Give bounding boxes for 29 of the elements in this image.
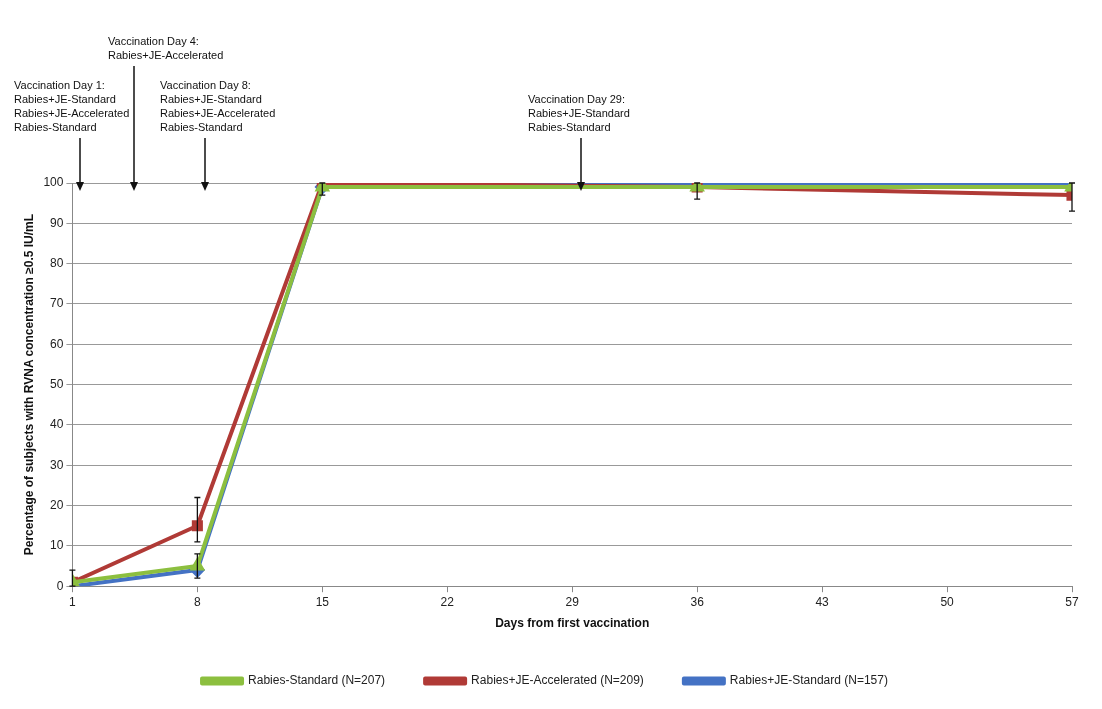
x-axis-title: Days from first vaccination — [495, 616, 650, 631]
x-tick-label: 22 — [440, 594, 455, 609]
legend-label: Rabies+JE-Accelerated (N=209) — [471, 673, 644, 688]
x-tick-label: 8 — [194, 594, 202, 609]
y-tick-label: 10 — [50, 538, 64, 553]
x-tick-label: 29 — [565, 594, 580, 609]
y-tick-label: 30 — [50, 457, 64, 472]
text: Vaccination Day 29: Rabies+JE-Standard Rabies-Standard — [528, 92, 630, 134]
x-tick-label: 50 — [940, 594, 955, 609]
y-tick-label: 100 — [43, 175, 64, 190]
y-axis-title: Percentage of subjects with RVNA concentration ≥0.5 IU/mL — [21, 213, 36, 556]
text: Vaccination Day 8: Rabies+JE-Standard Rabies+JE-Accelerated Rabies-Standard — [160, 78, 276, 134]
y-tick-label: 40 — [50, 417, 64, 432]
y-tick-label: 90 — [50, 215, 64, 230]
y-tick-label: 50 — [50, 376, 64, 391]
x-tick-label: 1 — [69, 594, 77, 609]
legend-label: Rabies-Standard (N=207) — [248, 673, 386, 688]
x-tick-label: 15 — [315, 594, 330, 609]
y-tick-label: 80 — [50, 255, 64, 270]
y-tick-label: 60 — [50, 336, 64, 351]
x-tick-label: 36 — [690, 594, 705, 609]
text: Vaccination Day 4: Rabies+JE-Accelerated — [108, 34, 224, 62]
text: Vaccination Day 1: Rabies+JE-Standard Rabies+JE-Accelerated Rabies-Standard — [14, 78, 130, 134]
y-tick-label: 70 — [50, 296, 64, 311]
x-tick-label: 43 — [815, 594, 830, 609]
x-tick-label: 57 — [1065, 594, 1079, 609]
y-tick-label: 20 — [50, 497, 64, 512]
legend-label: Rabies+JE-Standard (N=157) — [729, 673, 888, 688]
y-tick-label: 0 — [56, 578, 64, 593]
